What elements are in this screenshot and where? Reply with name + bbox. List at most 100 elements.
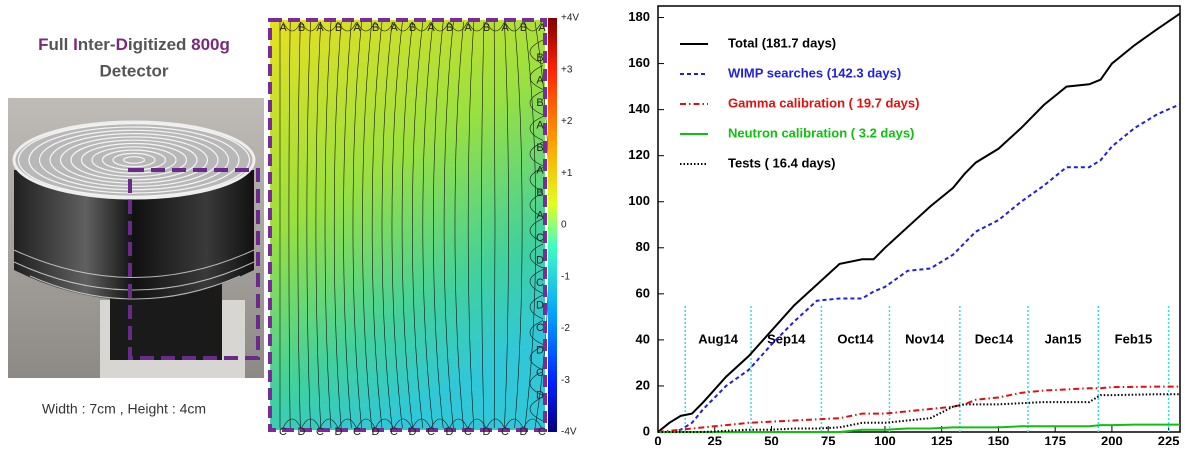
field-line bbox=[356, 21, 376, 32]
field-line bbox=[433, 21, 444, 429]
electrode-label: B bbox=[335, 22, 342, 34]
period-label: Dec14 bbox=[975, 331, 1014, 346]
field-line bbox=[529, 371, 544, 396]
electrode-label: C bbox=[464, 426, 472, 438]
electrode-label: D bbox=[298, 426, 306, 438]
field-line bbox=[375, 418, 394, 429]
y-tick-label: 160 bbox=[628, 55, 650, 70]
electrode-label: B bbox=[372, 22, 379, 34]
electrode-label: C bbox=[353, 426, 361, 438]
series-line bbox=[657, 12, 1181, 433]
field-line bbox=[288, 21, 291, 429]
title-part: nter- bbox=[78, 35, 116, 54]
field-line bbox=[282, 418, 302, 429]
period-label: Nov14 bbox=[905, 331, 945, 346]
field-line bbox=[401, 21, 413, 429]
electrode-label: C bbox=[316, 426, 324, 438]
field-line bbox=[529, 320, 544, 345]
legend-label: Gamma calibration ( 19.7 days) bbox=[728, 95, 919, 110]
panel-title: Full Inter-Digitized 800g bbox=[38, 35, 230, 54]
field-line bbox=[412, 418, 431, 429]
x-tick-label: 200 bbox=[1101, 433, 1123, 445]
field-line bbox=[467, 21, 475, 429]
legend-label: Tests ( 16.4 days) bbox=[728, 155, 835, 170]
electrode-label: A bbox=[536, 119, 544, 131]
field-line bbox=[486, 21, 505, 32]
colorbar-label: +2 bbox=[561, 116, 573, 127]
ring bbox=[28, 126, 240, 194]
x-tick-label: 150 bbox=[988, 433, 1010, 445]
field-line bbox=[430, 21, 450, 32]
electrode-label: A bbox=[536, 164, 544, 176]
field-line bbox=[523, 418, 542, 429]
title-part: F bbox=[38, 35, 48, 54]
period-label: Aug14 bbox=[698, 331, 739, 346]
electrode-label: B bbox=[446, 22, 453, 34]
field-line bbox=[467, 21, 487, 32]
series-line bbox=[658, 103, 1181, 433]
field-line bbox=[301, 418, 320, 429]
field-line bbox=[504, 21, 524, 32]
electrode-label: C bbox=[279, 426, 287, 438]
y-tick-label: 80 bbox=[636, 239, 650, 254]
electrode-label: B bbox=[536, 52, 543, 64]
electrode-label: C bbox=[390, 426, 398, 438]
y-tick-label: 60 bbox=[636, 285, 650, 300]
electrode-label: C bbox=[501, 426, 509, 438]
electrode-label: D bbox=[372, 426, 380, 438]
field-line bbox=[529, 294, 544, 320]
plot-frame bbox=[657, 5, 1181, 433]
ring bbox=[70, 139, 198, 181]
electrode-label: A bbox=[464, 22, 472, 34]
title-part: igitized bbox=[128, 35, 191, 54]
field-line bbox=[393, 418, 413, 429]
x-tick-label: 125 bbox=[931, 433, 953, 445]
field-line bbox=[467, 418, 487, 429]
colorbar-label: -1 bbox=[561, 271, 570, 282]
field-line bbox=[529, 116, 544, 141]
period-label: Feb15 bbox=[1115, 331, 1153, 346]
colorbar bbox=[548, 18, 557, 432]
legend-label: WIMP searches (142.3 days) bbox=[728, 65, 901, 80]
x-tick-label: 25 bbox=[708, 433, 722, 445]
field-line bbox=[381, 21, 393, 429]
electrode-label: D bbox=[536, 389, 544, 401]
electrode-label: C bbox=[536, 277, 544, 289]
field-line bbox=[524, 21, 537, 429]
electrode-label: A bbox=[279, 22, 287, 34]
x-tick-label: 50 bbox=[764, 433, 778, 445]
electrode-label: C bbox=[536, 232, 544, 244]
electrode-label: C bbox=[538, 426, 546, 438]
legend-label: Neutron calibration ( 3.2 days) bbox=[728, 125, 914, 140]
colorbar-label: +3 bbox=[561, 64, 573, 75]
y-tick-label: 140 bbox=[628, 101, 650, 116]
title-part: ull bbox=[49, 35, 74, 54]
colorbar-label: +4V bbox=[561, 13, 579, 24]
series-line bbox=[658, 393, 1180, 433]
electrode-label: B bbox=[483, 22, 490, 34]
panel-subtitle: Detector bbox=[100, 61, 169, 80]
electrode-label: B bbox=[298, 22, 305, 34]
field-line bbox=[338, 418, 357, 429]
field-line bbox=[324, 21, 332, 429]
electrode-label: C bbox=[536, 367, 544, 379]
electrode-label: D bbox=[520, 426, 528, 438]
electrode-label: B bbox=[536, 142, 543, 154]
electrode-label: D bbox=[335, 426, 343, 438]
electrode-label: D bbox=[409, 426, 417, 438]
field-line bbox=[391, 21, 403, 429]
field-line bbox=[529, 269, 544, 294]
detector-photo bbox=[8, 98, 264, 378]
electrode-label: A bbox=[501, 22, 509, 34]
field-line bbox=[481, 21, 485, 429]
period-label: Sep14 bbox=[767, 331, 806, 346]
legend-label: Total (181.7 days) bbox=[728, 35, 836, 50]
colorbar-label: -3 bbox=[561, 375, 570, 386]
x-tick-label: 100 bbox=[874, 433, 896, 445]
field-line bbox=[529, 243, 544, 269]
colorbar-label: +1 bbox=[561, 168, 573, 179]
field-line bbox=[443, 21, 454, 429]
period-label: Oct14 bbox=[837, 331, 874, 346]
field-line bbox=[306, 21, 311, 429]
